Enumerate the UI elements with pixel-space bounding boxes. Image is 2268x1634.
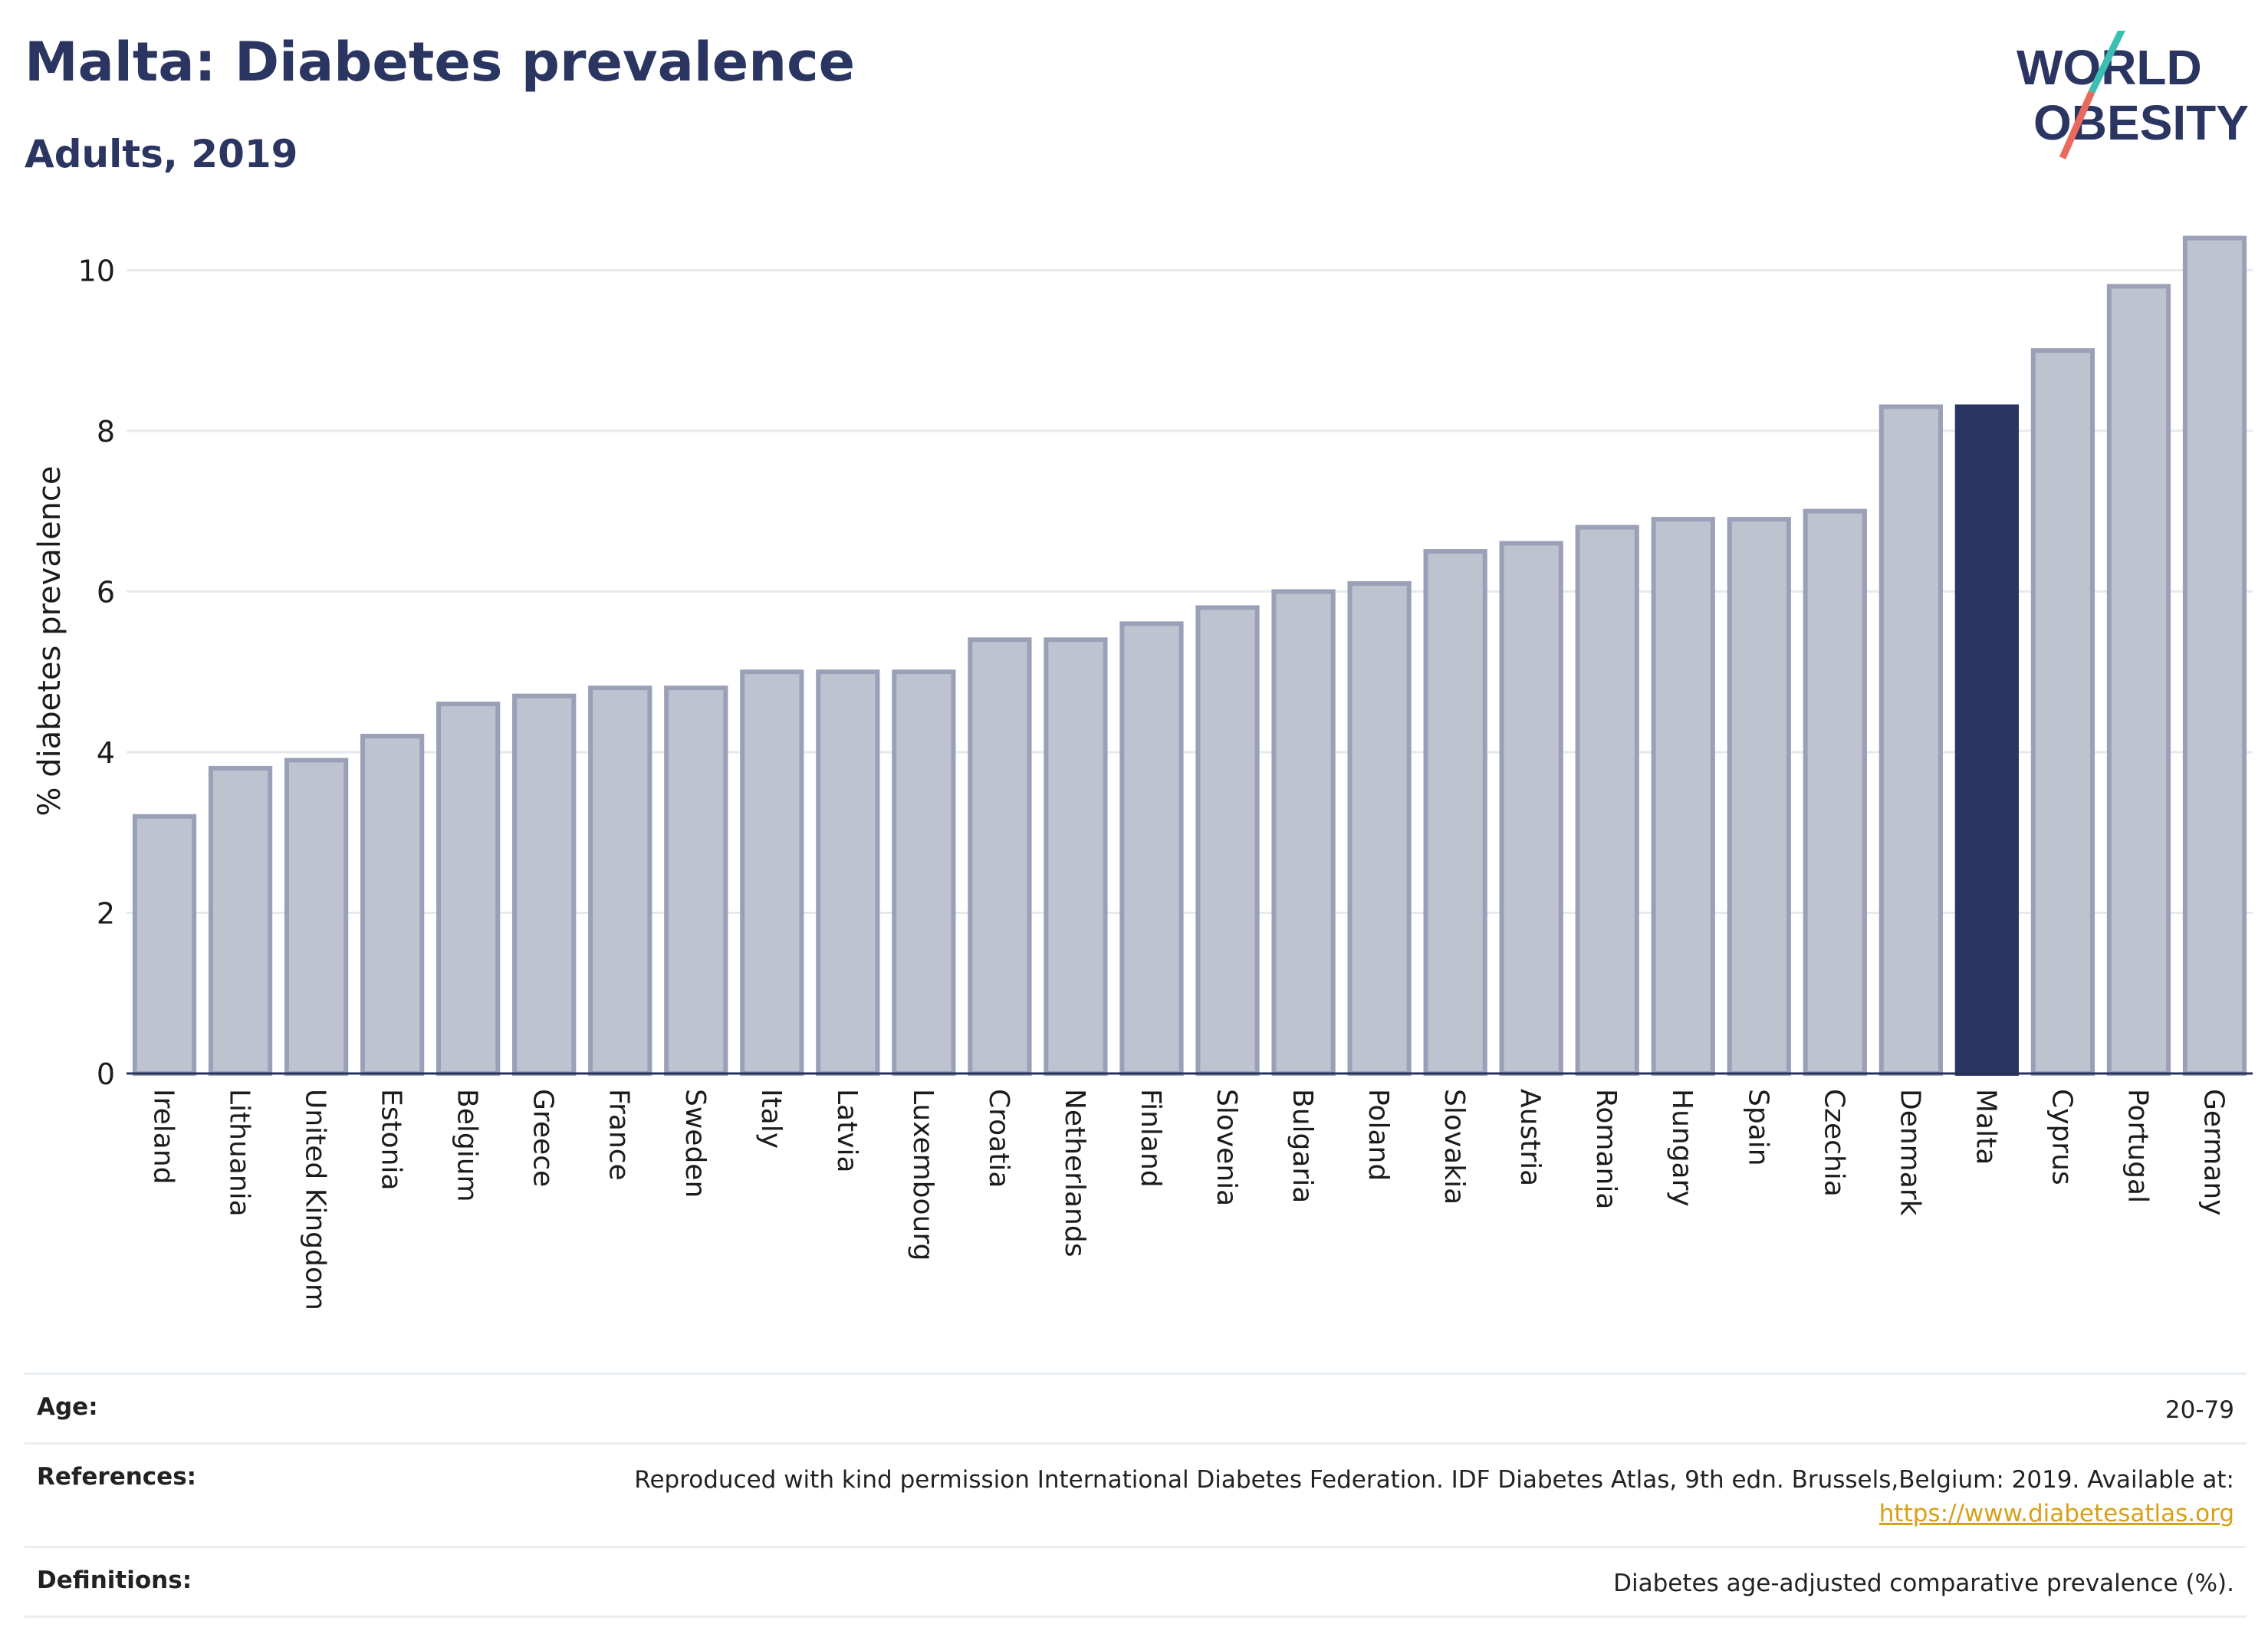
bar-belgium	[436, 702, 501, 1076]
x-tick-label: Romania	[1590, 1089, 1622, 1209]
bar-portugal	[2106, 284, 2171, 1076]
y-tick-label: 2	[97, 896, 115, 930]
x-tick-label: Slovenia	[1211, 1089, 1242, 1206]
x-tick-label: Poland	[1362, 1089, 1394, 1181]
x-tick-label: Belgium	[452, 1089, 483, 1202]
x-tick-label: Netherlands	[1059, 1089, 1090, 1257]
y-tick-labels: 0 2 4 6 8 10	[78, 254, 115, 1091]
bar-malta	[1954, 404, 2019, 1076]
bar-czechia	[1803, 508, 1867, 1076]
bar-austria	[1499, 541, 1563, 1076]
x-tick-label: Portugal	[2122, 1089, 2153, 1203]
bar-poland	[1347, 580, 1412, 1076]
bar-spain	[1727, 517, 1791, 1076]
age-label: Age:	[37, 1393, 98, 1421]
logo-slash-coral	[2059, 90, 2095, 159]
bar-italy	[740, 669, 804, 1076]
bar-greece	[512, 693, 577, 1076]
x-tick-label: Hungary	[1666, 1089, 1698, 1207]
y-tick-label: 0	[97, 1057, 115, 1091]
references-value: Reproduced with kind permission Internat…	[634, 1463, 2234, 1530]
references-label: References:	[37, 1463, 197, 1491]
bar-germany	[2182, 235, 2247, 1076]
x-tick-label: Lithuania	[224, 1089, 255, 1217]
x-tick-label: Greece	[528, 1089, 559, 1187]
bar-cyprus	[2030, 348, 2095, 1076]
definitions-value: Diabetes age-adjusted comparative preval…	[1613, 1570, 2234, 1597]
world-obesity-logo: WORLD OBESITY	[2017, 31, 2249, 159]
x-tick-label: Italy	[755, 1089, 787, 1149]
bars	[132, 235, 2247, 1077]
definitions-label: Definitions:	[37, 1567, 192, 1594]
references-text: Reproduced with kind permission Internat…	[634, 1466, 2234, 1494]
y-tick-label: 10	[78, 254, 115, 288]
info-table: Age: 20-79 References: Reproduced with k…	[25, 1373, 2247, 1618]
info-row-references: References: Reproduced with kind permiss…	[25, 1442, 2247, 1546]
x-tick-label: Sweden	[679, 1089, 711, 1198]
page-title: Malta: Diabetes prevalence	[25, 31, 856, 94]
bar-lithuania	[208, 765, 273, 1077]
x-tick-label: Bulgaria	[1287, 1089, 1318, 1203]
x-tick-labels: Ireland Lithuania United Kingdom Estonia Bel…	[148, 1089, 2230, 1310]
info-row-age: Age: 20-79	[25, 1373, 2247, 1442]
x-tick-label: Czechia	[1818, 1089, 1849, 1197]
bar-croatia	[968, 637, 1032, 1076]
x-tick-label: Latvia	[831, 1089, 863, 1173]
page-subtitle: Adults, 2019	[25, 132, 298, 176]
bar-luxembourg	[892, 669, 956, 1076]
bar-ireland	[132, 814, 197, 1077]
y-tick-label: 4	[97, 736, 115, 770]
bar-slovakia	[1423, 549, 1487, 1076]
x-tick-label: Ireland	[148, 1089, 179, 1185]
x-tick-label: Cyprus	[2046, 1089, 2077, 1185]
age-value: 20-79	[2164, 1396, 2234, 1424]
bar-sweden	[664, 685, 728, 1077]
bar-slovenia	[1195, 605, 1260, 1076]
x-tick-label: Luxembourg	[907, 1089, 938, 1261]
x-tick-label: United Kingdom	[300, 1089, 331, 1310]
y-tick-label: 6	[97, 575, 115, 609]
bar-finland	[1119, 621, 1184, 1076]
bar-denmark	[1878, 404, 1943, 1076]
bar-netherlands	[1044, 637, 1108, 1076]
y-axis-label: % diabetes prevalence	[32, 465, 67, 816]
x-tick-label: Austria	[1514, 1089, 1546, 1186]
x-tick-label: Estonia	[376, 1089, 407, 1191]
x-tick-label: Slovakia	[1438, 1089, 1470, 1205]
x-tick-label: Denmark	[1894, 1089, 1925, 1216]
x-tick-label: Germany	[2197, 1089, 2229, 1215]
bar-romania	[1575, 524, 1639, 1076]
y-tick-label: 8	[97, 415, 115, 449]
bar-france	[588, 685, 652, 1077]
x-tick-label: Croatia	[983, 1089, 1014, 1188]
bar-bulgaria	[1271, 589, 1336, 1076]
x-tick-label: Spain	[1742, 1089, 1773, 1166]
x-tick-label: Finland	[1135, 1089, 1166, 1188]
logo-slash-teal	[2088, 31, 2126, 94]
info-row-definitions: Definitions: Diabetes age-adjusted compa…	[25, 1546, 2247, 1618]
bar-chart: 0 2 4 6 8 10 Ireland Lithuania United Kingdom Es…	[32, 235, 2253, 1310]
x-tick-label: France	[603, 1089, 635, 1181]
x-tick-label: Malta	[1970, 1089, 2001, 1165]
bar-latvia	[816, 669, 880, 1076]
bar-united-kingdom	[284, 758, 349, 1077]
references-link[interactable]: https://www.diabetesatlas.org	[1878, 1500, 2234, 1527]
bar-hungary	[1651, 517, 1715, 1076]
bar-estonia	[360, 734, 425, 1076]
